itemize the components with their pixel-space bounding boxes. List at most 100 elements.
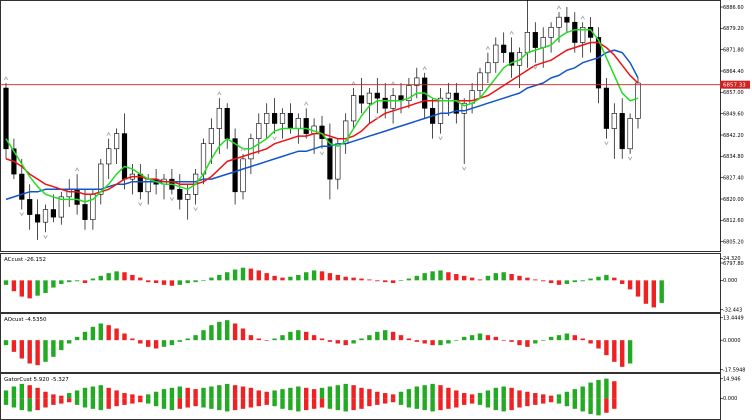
histogram-bar — [477, 279, 483, 281]
histogram-bar — [564, 391, 570, 399]
fractal-down-arrow — [43, 235, 48, 240]
histogram-bar — [264, 340, 269, 341]
candle-body — [335, 143, 341, 180]
histogram-bar-lower — [225, 398, 230, 412]
candle-body — [295, 118, 301, 129]
price-tick-label: 6857.00 — [723, 90, 744, 96]
candle-body — [595, 37, 602, 89]
histogram-bar — [327, 273, 333, 281]
histogram-bar — [367, 335, 372, 341]
histogram-bar — [122, 393, 127, 399]
fractal-down-arrow — [319, 151, 325, 156]
histogram-bar — [74, 336, 80, 341]
candle-body — [493, 44, 499, 64]
histogram-bar-lower — [138, 398, 143, 403]
histogram-bar — [485, 335, 491, 341]
histogram-bar-lower — [580, 398, 585, 412]
histogram-bar-lower — [240, 398, 246, 409]
histogram-bar-lower — [572, 398, 577, 409]
histogram-bar — [319, 387, 325, 399]
candle-body — [635, 82, 641, 119]
histogram-bar — [454, 274, 459, 281]
histogram-bar-lower — [177, 398, 182, 409]
histogram-bar — [477, 333, 483, 341]
histogram-bar — [517, 390, 522, 399]
histogram-bar — [367, 389, 372, 399]
histogram-bar — [525, 277, 530, 281]
histogram-bar — [446, 340, 451, 344]
histogram-bar — [311, 270, 317, 281]
histogram-bar-lower — [327, 398, 333, 409]
histogram-bar — [272, 338, 277, 341]
candle-body — [406, 85, 412, 101]
fractal-up-arrow — [556, 5, 562, 10]
histogram-bar — [272, 275, 277, 281]
candle-body — [177, 188, 183, 200]
price-axis: 6886.60 6879.20 6871.80 6864.40 6857.00 6849.… — [0, 5, 750, 267]
histogram-bar — [153, 280, 159, 284]
histogram-bar-lower — [390, 398, 396, 403]
histogram-bar — [390, 280, 396, 284]
histogram-bar — [122, 333, 127, 341]
histogram-bar-lower — [161, 398, 167, 409]
histogram-bar-lower — [82, 398, 88, 408]
histogram-bar — [643, 280, 649, 304]
fractal-up-arrow — [390, 81, 396, 86]
histogram-bar — [130, 338, 135, 341]
histogram-bar — [383, 330, 388, 341]
histogram-bar-lower — [248, 398, 254, 408]
histogram-bar-lower — [438, 398, 443, 411]
histogram-bar — [414, 275, 419, 281]
histogram-bar — [359, 338, 364, 341]
price-tick-label: 6842.20 — [723, 133, 744, 139]
histogram-bar-lower — [485, 398, 491, 408]
fractal-down-arrow — [604, 141, 609, 146]
histogram-bar — [414, 386, 419, 399]
histogram-bar — [19, 280, 24, 297]
histogram-bar — [564, 280, 570, 284]
histogram-bar — [493, 336, 498, 341]
histogram-bar — [225, 320, 230, 341]
histogram-bar-lower — [35, 398, 40, 411]
histogram-bar — [485, 390, 491, 399]
histogram-bar-lower — [304, 398, 309, 411]
histogram-bar — [248, 268, 254, 281]
histogram-bar — [319, 271, 325, 281]
candle-body — [106, 148, 112, 165]
histogram-bar — [201, 387, 206, 399]
histogram-bar — [288, 387, 293, 399]
histogram-bar — [59, 340, 64, 351]
indicator-tick-label: -32.443 — [723, 307, 742, 313]
price-tick-label: 6827.40 — [723, 175, 744, 181]
candle-body — [224, 107, 230, 139]
histogram-bar — [422, 385, 427, 399]
histogram-bar — [383, 393, 388, 399]
fractal-up-arrow — [422, 65, 427, 71]
histogram-bar — [256, 270, 261, 281]
histogram-bar — [659, 280, 664, 303]
histogram-bar — [98, 323, 103, 341]
candle-body — [185, 194, 191, 200]
histogram-bar — [327, 340, 333, 342]
candle-body — [445, 92, 452, 99]
candle-body — [382, 97, 388, 109]
histogram-bar — [11, 386, 17, 399]
histogram-bar — [185, 387, 190, 399]
fractal-down-arrow — [138, 202, 143, 207]
candle-body — [34, 214, 41, 223]
histogram-bar — [454, 340, 459, 341]
histogram-bar — [438, 270, 443, 281]
histogram-bar-lower — [422, 398, 427, 411]
histogram-bar — [485, 275, 491, 281]
histogram-bar — [517, 340, 522, 346]
histogram-bar — [256, 338, 261, 341]
histogram-bar-lower — [256, 398, 261, 407]
gator-panel: 14.946 0.000 — [3, 376, 741, 416]
histogram-bar — [11, 280, 17, 292]
histogram-bar — [541, 340, 546, 341]
histogram-bar-lower — [343, 398, 348, 412]
histogram-bar — [90, 326, 96, 341]
histogram-bar — [612, 340, 617, 362]
histogram-bar-lower — [525, 398, 530, 407]
